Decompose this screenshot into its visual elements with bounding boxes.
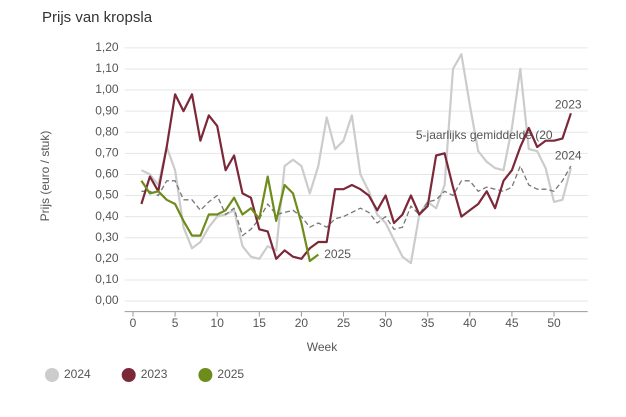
legend-marker bbox=[121, 368, 136, 382]
y-tick-label: 0,50 bbox=[95, 188, 119, 202]
series-end-label: 2025 bbox=[324, 247, 351, 261]
x-tick-label: 25 bbox=[337, 316, 351, 330]
y-tick-label: 0,30 bbox=[95, 230, 119, 244]
legend-marker bbox=[45, 368, 59, 382]
legend-label: 2024 bbox=[64, 367, 91, 381]
series-end-label: 2023 bbox=[555, 97, 582, 111]
y-tick-label: 0,40 bbox=[95, 209, 119, 223]
x-tick-label: 50 bbox=[547, 316, 561, 330]
series-end-label: 5-jaarlijks gemiddelde (20 bbox=[416, 128, 553, 142]
series-line bbox=[140, 53, 572, 265]
y-axis-title: Prijs (euro / stuk) bbox=[38, 131, 52, 222]
series-line bbox=[140, 93, 572, 260]
x-tick-label: 10 bbox=[211, 316, 225, 330]
x-tick-label: 20 bbox=[295, 316, 309, 330]
y-tick-label: 1,20 bbox=[95, 40, 119, 54]
y-tick-label: 0,10 bbox=[95, 272, 119, 286]
x-tick-label: 0 bbox=[130, 316, 137, 330]
y-tick-label: 1,10 bbox=[95, 61, 119, 75]
x-tick-label: 35 bbox=[421, 316, 435, 330]
x-tick-label: 15 bbox=[253, 316, 267, 330]
legend-label: 2023 bbox=[141, 367, 168, 381]
y-tick-label: 0,20 bbox=[95, 251, 119, 265]
y-tick-label: 0,70 bbox=[95, 146, 119, 160]
legend-marker bbox=[198, 368, 213, 382]
series-line bbox=[141, 165, 572, 237]
y-tick-label: 0,80 bbox=[95, 124, 119, 138]
x-tick-label: 40 bbox=[463, 316, 477, 330]
chart-title: Prijs van kropsla bbox=[42, 9, 153, 26]
y-tick-label: 0,90 bbox=[95, 103, 119, 117]
series-end-label: 2024 bbox=[555, 148, 582, 162]
legend-label: 2025 bbox=[217, 367, 244, 381]
x-axis-title: Week bbox=[307, 340, 338, 354]
x-tick-label: 45 bbox=[505, 316, 519, 330]
x-tick-label: 5 bbox=[172, 316, 179, 330]
x-tick-label: 30 bbox=[379, 316, 393, 330]
series-line bbox=[140, 175, 319, 263]
y-tick-label: 0,60 bbox=[95, 167, 119, 181]
y-tick-label: 0,00 bbox=[95, 293, 119, 307]
y-tick-label: 1,00 bbox=[95, 82, 119, 96]
